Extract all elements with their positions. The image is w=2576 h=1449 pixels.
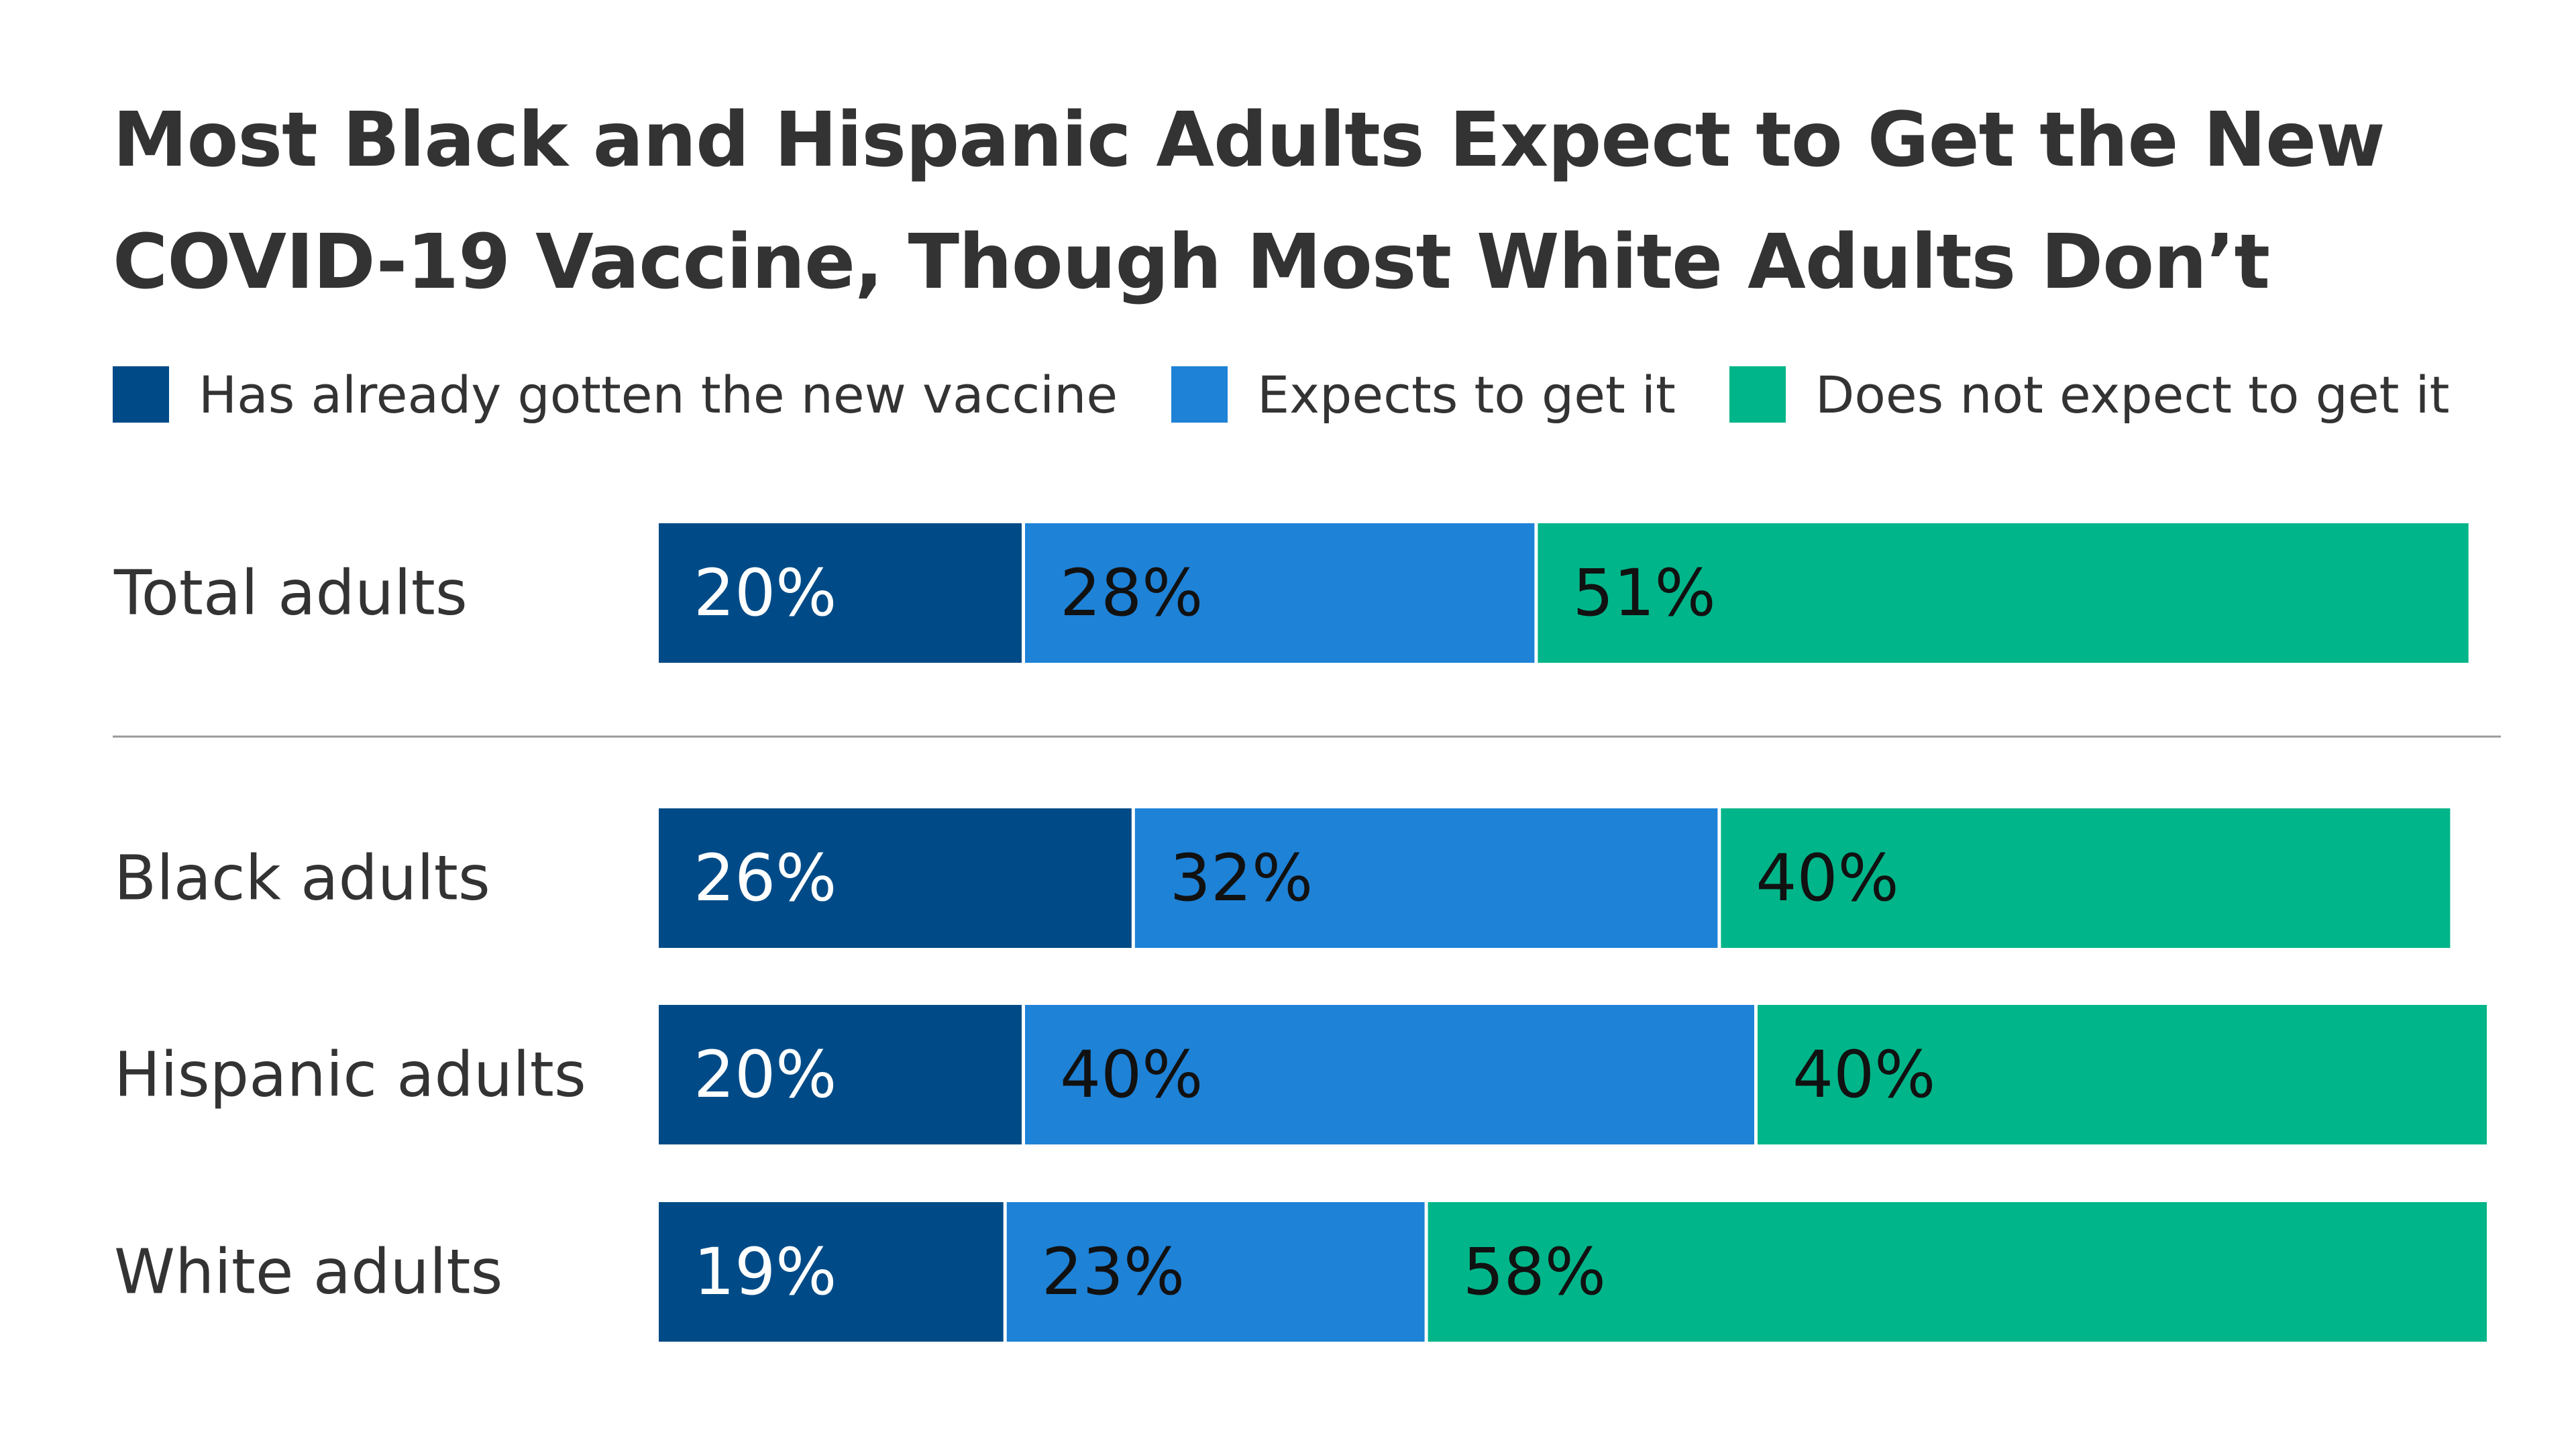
data-label-hispanic-adults-does-not-expect-to-get-it: 40% xyxy=(1792,1037,1935,1112)
category-label-total-adults: Total adults xyxy=(113,557,468,629)
data-label-total-adults-expects-to-get-it: 28% xyxy=(1060,555,1203,631)
legend-item-does-not-expect: Does not expect to get it xyxy=(1729,364,2450,425)
legend-item-expects: Expects to get it xyxy=(1171,365,1676,425)
category-label-black-adults: Black adults xyxy=(114,843,490,914)
bar-white-adults-expects-to-get-it xyxy=(1006,1202,1425,1342)
data-label-white-adults-does-not-expect-to-get-it: 58% xyxy=(1463,1234,1606,1309)
data-label-white-adults-has-already-gotten-the-new-vaccine: 19% xyxy=(694,1234,837,1309)
legend-swatch-already-vaccinated xyxy=(113,366,169,423)
legend: Has already gotten the new vaccine Expec… xyxy=(113,362,2449,427)
data-label-hispanic-adults-has-already-gotten-the-new-vaccine: 20% xyxy=(694,1037,837,1112)
bar-hispanic-adults-does-not-expect-to-get-it xyxy=(1758,1005,2487,1144)
legend-swatch-does-not-expect xyxy=(1729,366,1786,423)
data-label-total-adults-has-already-gotten-the-new-vaccine: 20% xyxy=(694,555,837,631)
data-label-black-adults-has-already-gotten-the-new-vaccine: 26% xyxy=(694,841,837,916)
data-label-black-adults-does-not-expect-to-get-it: 40% xyxy=(1756,841,1898,916)
bar-total-adults-does-not-expect-to-get-it xyxy=(1538,523,2469,663)
bar-black-adults-has-already-gotten-the-new-vaccine xyxy=(659,808,1132,948)
bar-black-adults-does-not-expect-to-get-it xyxy=(1721,808,2451,948)
category-label-white-adults: White adults xyxy=(114,1236,502,1308)
bar-total-adults-expects-to-get-it xyxy=(1025,523,1535,663)
legend-swatch-expects xyxy=(1171,366,1228,423)
data-label-white-adults-expects-to-get-it: 23% xyxy=(1042,1234,1185,1309)
bar-white-adults-does-not-expect-to-get-it xyxy=(1428,1202,2487,1342)
data-label-black-adults-expects-to-get-it: 32% xyxy=(1170,841,1313,916)
chart-title: Most Black and Hispanic Adults Expect to… xyxy=(113,97,2385,306)
legend-label-already-vaccinated: Has already gotten the new vaccine xyxy=(199,364,1118,425)
legend-item-already-vaccinated: Has already gotten the new vaccine xyxy=(113,365,1118,425)
bar-total-adults-has-already-gotten-the-new-vaccine xyxy=(659,523,1022,663)
data-label-total-adults-does-not-expect-to-get-it: 51% xyxy=(1572,555,1715,631)
data-label-hispanic-adults-expects-to-get-it: 40% xyxy=(1060,1037,1203,1112)
bar-white-adults-has-already-gotten-the-new-vaccine xyxy=(659,1202,1004,1342)
legend-label-does-not-expect: Does not expect to get it xyxy=(1815,364,2450,425)
bar-hispanic-adults-expects-to-get-it xyxy=(1025,1005,1754,1144)
bar-black-adults-expects-to-get-it xyxy=(1134,808,1718,948)
category-label-hispanic-adults: Hispanic adults xyxy=(114,1039,586,1111)
bar-hispanic-adults-has-already-gotten-the-new-vaccine xyxy=(659,1005,1022,1144)
legend-label-expects: Expects to get it xyxy=(1257,364,1676,425)
